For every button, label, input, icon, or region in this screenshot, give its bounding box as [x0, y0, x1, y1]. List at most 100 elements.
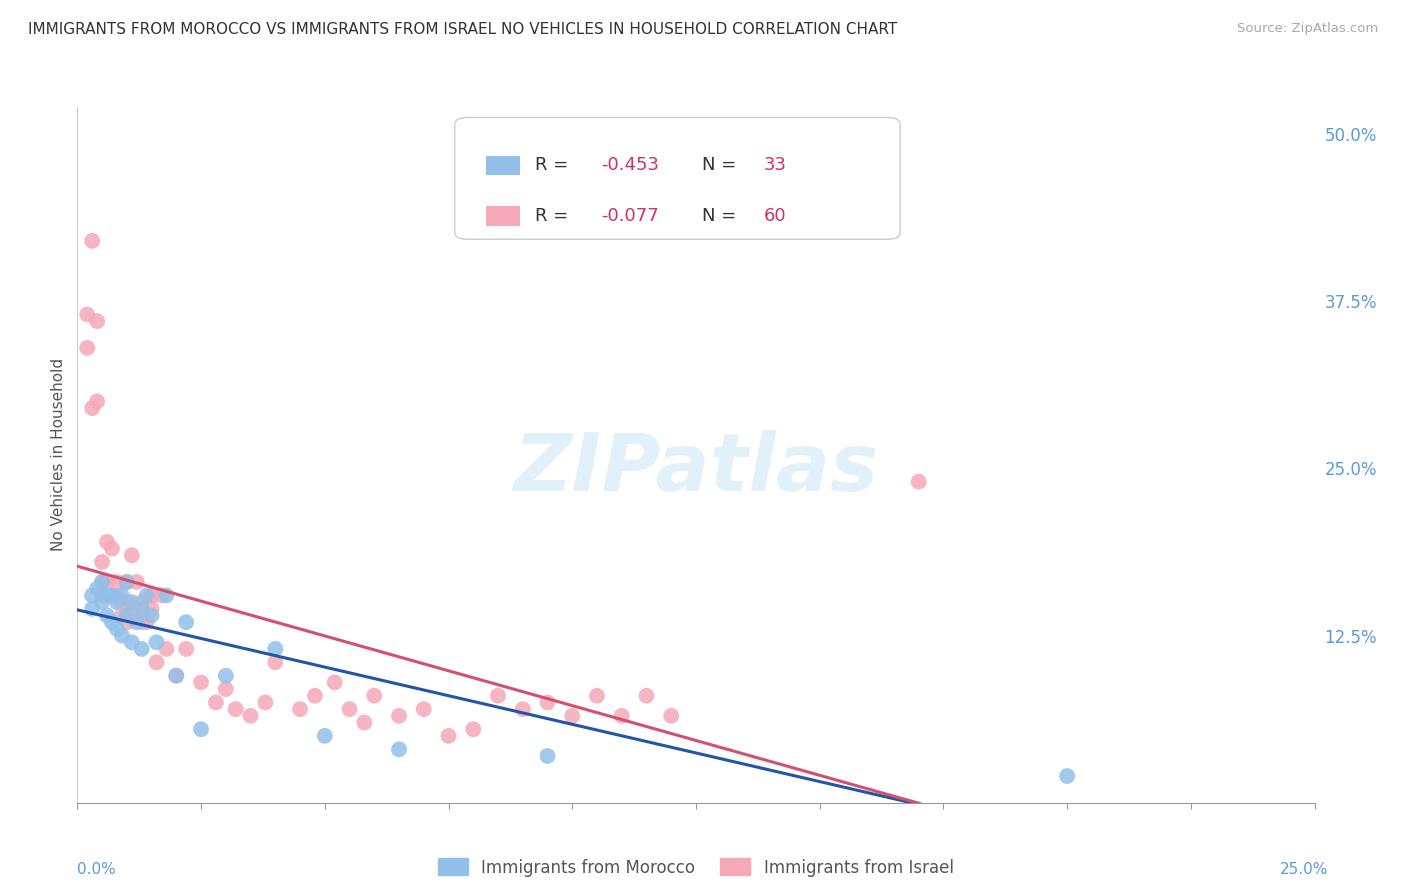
Text: R =: R = [536, 156, 574, 175]
Point [111, 628, 134, 642]
Point [264, 655, 287, 669]
Point [125, 615, 148, 630]
Point [288, 702, 311, 716]
Point [437, 729, 460, 743]
Point [174, 642, 197, 657]
Point [82, 401, 104, 416]
Point [125, 602, 148, 616]
Point [125, 575, 148, 590]
Text: 25.0%: 25.0% [1281, 863, 1329, 877]
Text: Source: ZipAtlas.com: Source: ZipAtlas.com [1237, 22, 1378, 36]
Point [86, 314, 108, 328]
Point [115, 575, 138, 590]
Point [363, 689, 385, 703]
Point [323, 675, 346, 690]
Point [610, 708, 633, 723]
Point [907, 475, 929, 489]
Point [155, 589, 177, 603]
Point [76, 341, 98, 355]
Point [105, 589, 128, 603]
Text: -0.453: -0.453 [600, 156, 658, 175]
Point [115, 595, 138, 609]
Point [155, 642, 177, 657]
Point [111, 608, 134, 623]
Point [659, 708, 682, 723]
Point [96, 575, 118, 590]
Point [115, 575, 138, 590]
Point [190, 723, 212, 737]
FancyBboxPatch shape [454, 118, 900, 239]
Point [131, 595, 153, 609]
Y-axis label: No Vehicles in Household: No Vehicles in Household [51, 359, 66, 551]
Point [412, 702, 434, 716]
Text: R =: R = [536, 207, 574, 225]
Text: 33: 33 [763, 156, 787, 175]
Point [121, 595, 143, 609]
Point [141, 589, 163, 603]
Point [96, 535, 118, 549]
Point [96, 608, 118, 623]
Point [205, 696, 228, 710]
Point [586, 689, 609, 703]
Point [264, 642, 287, 657]
Point [150, 589, 173, 603]
Point [463, 723, 485, 737]
Point [121, 548, 143, 563]
Point [86, 394, 108, 409]
Point [353, 715, 375, 730]
Point [115, 608, 138, 623]
Point [165, 669, 187, 683]
Text: ZIPatlas: ZIPatlas [513, 430, 879, 508]
Point [131, 642, 153, 657]
Point [105, 622, 128, 636]
Point [225, 702, 247, 716]
Point [101, 589, 124, 603]
Point [1056, 769, 1078, 783]
Point [82, 234, 104, 248]
Point [96, 589, 118, 603]
Point [215, 669, 238, 683]
Point [121, 635, 143, 649]
Text: 0.0%: 0.0% [77, 863, 117, 877]
Text: -0.077: -0.077 [600, 207, 658, 225]
Text: IMMIGRANTS FROM MOROCCO VS IMMIGRANTS FROM ISRAEL NO VEHICLES IN HOUSEHOLD CORRE: IMMIGRANTS FROM MOROCCO VS IMMIGRANTS FR… [28, 22, 897, 37]
Point [131, 602, 153, 616]
Point [135, 589, 157, 603]
Point [82, 602, 104, 616]
Text: 60: 60 [763, 207, 786, 225]
Point [339, 702, 361, 716]
Point [105, 575, 128, 590]
Point [135, 615, 157, 630]
Point [91, 589, 114, 603]
Point [101, 541, 124, 556]
Point [536, 749, 558, 764]
Point [636, 689, 658, 703]
Point [105, 595, 128, 609]
Legend: Immigrants from Morocco, Immigrants from Israel: Immigrants from Morocco, Immigrants from… [430, 850, 962, 885]
Point [115, 615, 138, 630]
Point [111, 595, 134, 609]
Point [304, 689, 326, 703]
Point [101, 589, 124, 603]
Point [145, 655, 167, 669]
Point [314, 729, 336, 743]
Point [91, 555, 114, 569]
Point [91, 575, 114, 590]
Bar [485, 206, 520, 226]
Point [141, 608, 163, 623]
Point [141, 602, 163, 616]
Point [254, 696, 277, 710]
Point [82, 589, 104, 603]
Point [388, 742, 411, 756]
Point [512, 702, 534, 716]
Point [111, 589, 134, 603]
Bar [485, 156, 520, 175]
Point [91, 575, 114, 590]
Point [486, 689, 509, 703]
Text: N =: N = [702, 207, 742, 225]
Point [561, 708, 583, 723]
Point [174, 615, 197, 630]
Point [215, 681, 238, 696]
Point [131, 615, 153, 630]
Point [76, 307, 98, 322]
